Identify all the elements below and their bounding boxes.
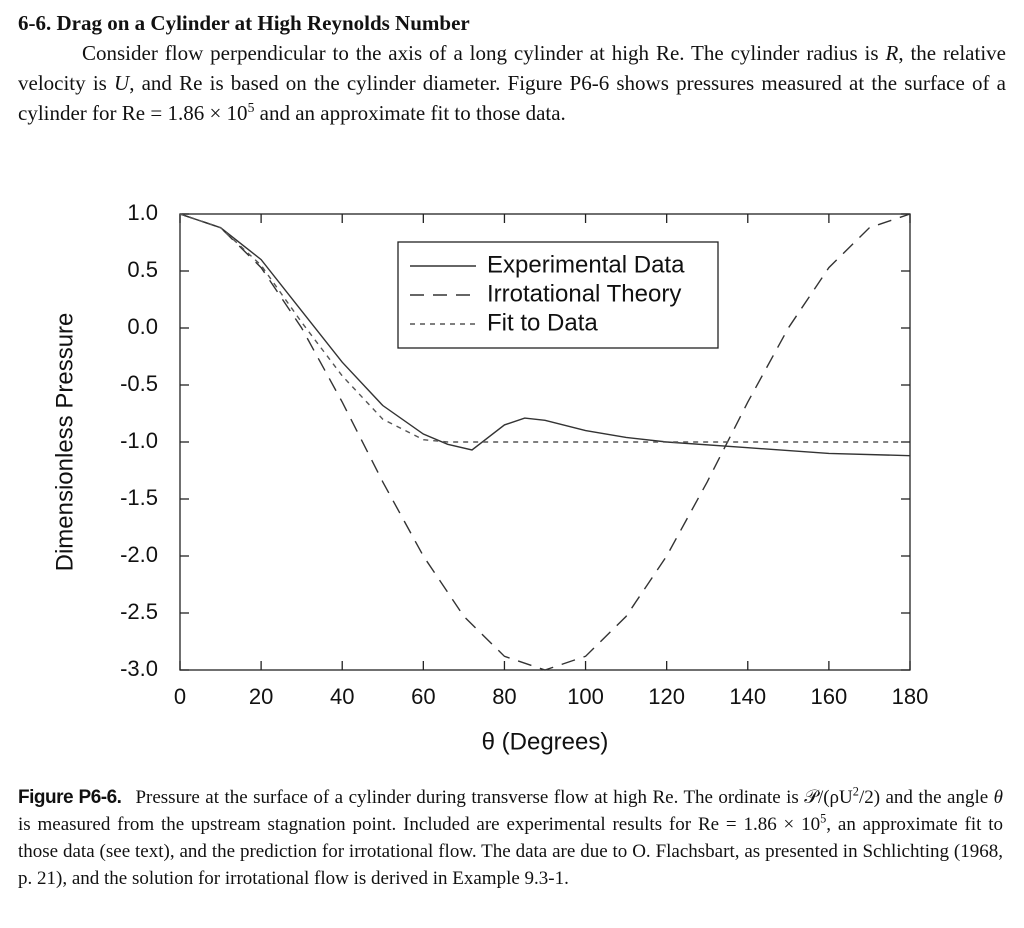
y-tick-label: -2.0 [120,542,158,567]
caption: Figure P6-6. Pressure at the surface of a… [18,784,1003,892]
x-tick-label: 100 [567,684,604,709]
legend-label: Irrotational Theory [487,280,681,307]
y-tick-label: 1.0 [127,200,158,225]
text: Consider flow perpendicular to the axis … [82,41,886,65]
caption-label: Figure P6-6. [18,787,122,808]
chart: θ (Degrees) Dimensionless Pressure 1.0 0.… [51,200,929,756]
exponent: 5 [247,100,255,115]
x-tick-label: 60 [411,684,435,709]
exponent: 2 [852,784,859,799]
series-line [179,213,911,457]
y-tick-label: -3.0 [120,656,158,681]
text: and an approximate fit to those data. [254,101,566,125]
legend-box [397,241,719,349]
text: is measured from the upstream stagnation… [18,814,821,835]
series-line [179,213,910,443]
x-tick-label: 180 [892,684,929,709]
x-tick-label: 0 [174,684,186,709]
text: , an approximate fit to those data (see … [18,814,1003,889]
x-tick-label: 120 [648,684,685,709]
symbol: U [114,71,130,95]
problem-text: Consider flow perpendicular to the axis … [18,38,1006,128]
symbol: R [885,41,899,65]
series-line [179,213,911,671]
y-tick-label: 0.0 [127,314,158,339]
exponent: 5 [820,811,827,826]
y-tick-label: 0.5 [127,257,158,282]
legend-label: Fit to Data [487,309,598,336]
legend-label: Experimental Data [487,251,685,278]
y-tick-label: -0.5 [120,371,158,396]
x-tick-label: 160 [811,684,848,709]
y-tick-label: -1.0 [120,428,158,453]
y-axis-label: Dimensionless Pressure [51,313,78,572]
y-tick-label: -1.5 [120,485,158,510]
symbol: θ [993,787,1003,808]
problem-title: 6-6. Drag on a Cylinder at High Reynolds… [18,11,470,35]
text: , the relative velocity is [18,41,1006,95]
x-tick-label: 80 [492,684,516,709]
text: /2) and the angle [858,787,994,808]
x-tick-label: 20 [249,684,273,709]
text: , and Re is based on the cylinder diamet… [18,71,1006,125]
x-axis-label: θ (Degrees) [482,728,609,755]
text: Pressure at the surface of a cylinder du… [135,787,853,808]
x-tick-label: 40 [330,684,354,709]
problem: 6-6. Drag on a Cylinder at High Reynolds… [18,8,1006,128]
y-tick-label: -2.5 [120,599,158,624]
x-tick-label: 140 [729,684,766,709]
